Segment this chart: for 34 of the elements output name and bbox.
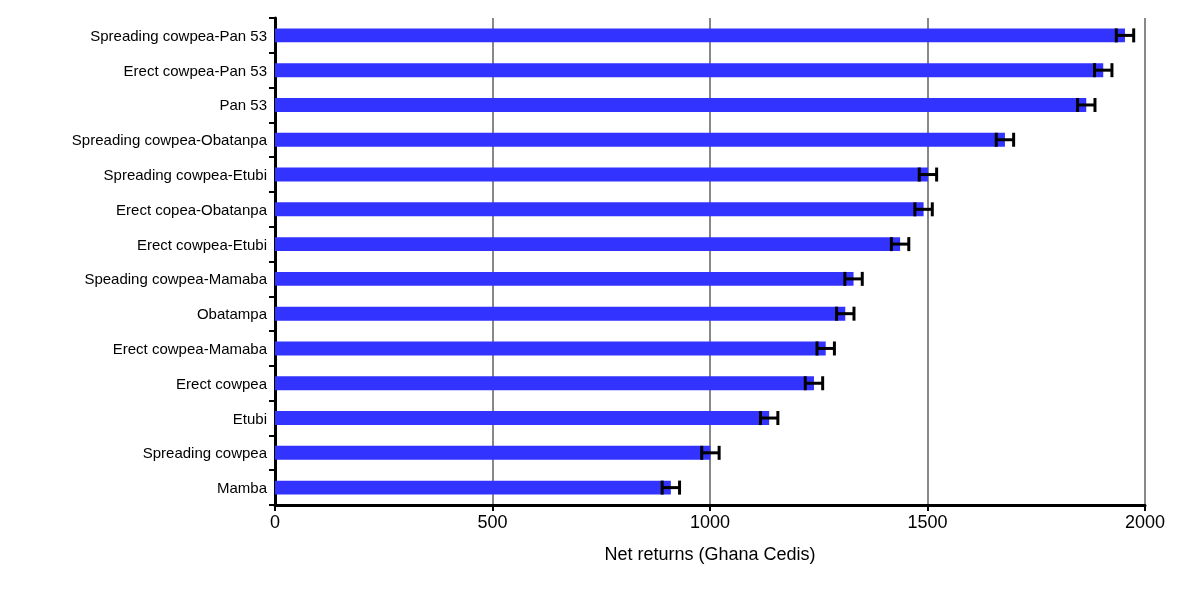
x-tick-label: 2000 xyxy=(1124,512,1166,532)
y-tick-label: Spreading cowpea-Obatanpa xyxy=(71,131,268,149)
bar xyxy=(275,376,814,391)
bar xyxy=(275,445,711,460)
bar xyxy=(275,271,854,286)
y-tick-label: Spreading cowpea-Etubi xyxy=(103,166,267,184)
y-tick-label: Spreading cowpea-Pan 53 xyxy=(90,26,267,44)
bar xyxy=(275,306,846,321)
x-tick-label: 1000 xyxy=(689,512,731,532)
y-tick-label: Erect cowpea-Etubi xyxy=(136,235,267,253)
y-tick-label: Obatampa xyxy=(196,305,268,323)
bar xyxy=(275,480,671,495)
y-tick-label: Erect copea-Obatanpa xyxy=(116,200,268,218)
y-tick-label: Erect cowpea-Pan 53 xyxy=(123,61,267,79)
y-tick-label: Spreading cowpea xyxy=(142,444,268,462)
x-tick-label: 1500 xyxy=(907,512,948,532)
bar xyxy=(275,28,1125,43)
y-tick-label: Erect cowpea xyxy=(176,374,268,392)
x-axis-title: Net returns (Ghana Cedis) xyxy=(604,544,816,564)
bar xyxy=(275,98,1087,112)
bar xyxy=(275,411,770,425)
bar xyxy=(275,132,1005,147)
y-tick-label: Mamba xyxy=(216,479,268,497)
bar xyxy=(275,202,924,217)
bar xyxy=(275,341,826,356)
y-tick-label: Etubi xyxy=(232,409,267,427)
x-tick-label: 500 xyxy=(477,512,508,532)
y-tick-label: Speading cowpea-Mamaba xyxy=(84,270,268,288)
bar xyxy=(275,237,901,252)
bar xyxy=(275,167,928,182)
y-tick-label: Erect cowpea-Mamaba xyxy=(112,339,268,357)
x-tick-label: 0 xyxy=(269,512,281,532)
bar xyxy=(275,63,1104,78)
y-tick-label: Pan 53 xyxy=(219,96,267,114)
